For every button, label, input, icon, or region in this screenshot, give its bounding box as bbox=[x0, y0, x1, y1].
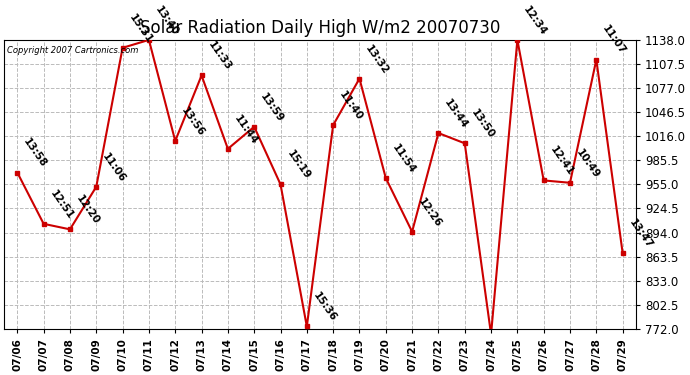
Text: 12:26: 12:26 bbox=[416, 196, 444, 229]
Text: 16:03: 16:03 bbox=[0, 374, 1, 375]
Text: 13:58: 13:58 bbox=[21, 137, 49, 170]
Text: 11:44: 11:44 bbox=[232, 113, 259, 146]
Text: 13:59: 13:59 bbox=[258, 91, 286, 124]
Text: 12:34: 12:34 bbox=[522, 4, 549, 37]
Text: 15:31: 15:31 bbox=[127, 12, 154, 45]
Text: Copyright 2007 Cartronics.com: Copyright 2007 Cartronics.com bbox=[8, 46, 139, 55]
Text: 11:54: 11:54 bbox=[390, 142, 417, 175]
Text: 11:40: 11:40 bbox=[337, 89, 364, 122]
Text: 11:07: 11:07 bbox=[600, 24, 628, 57]
Text: 13:50: 13:50 bbox=[469, 108, 496, 141]
Text: 12:20: 12:20 bbox=[74, 194, 101, 226]
Text: 13:32: 13:32 bbox=[364, 43, 391, 76]
Text: 15:36: 15:36 bbox=[311, 291, 338, 324]
Text: 13:44: 13:44 bbox=[442, 97, 470, 130]
Text: 13:56: 13:56 bbox=[179, 105, 206, 138]
Text: 13:47: 13:47 bbox=[627, 217, 654, 250]
Text: 11:06: 11:06 bbox=[101, 151, 128, 184]
Text: 15:19: 15:19 bbox=[285, 149, 312, 182]
Text: 10:49: 10:49 bbox=[574, 147, 602, 180]
Text: 13:40: 13:40 bbox=[153, 4, 180, 37]
Title: Solar Radiation Daily High W/m2 20070730: Solar Radiation Daily High W/m2 20070730 bbox=[140, 19, 500, 37]
Text: 12:41: 12:41 bbox=[548, 145, 575, 178]
Text: 12:51: 12:51 bbox=[48, 188, 75, 221]
Text: 11:33: 11:33 bbox=[206, 40, 233, 73]
